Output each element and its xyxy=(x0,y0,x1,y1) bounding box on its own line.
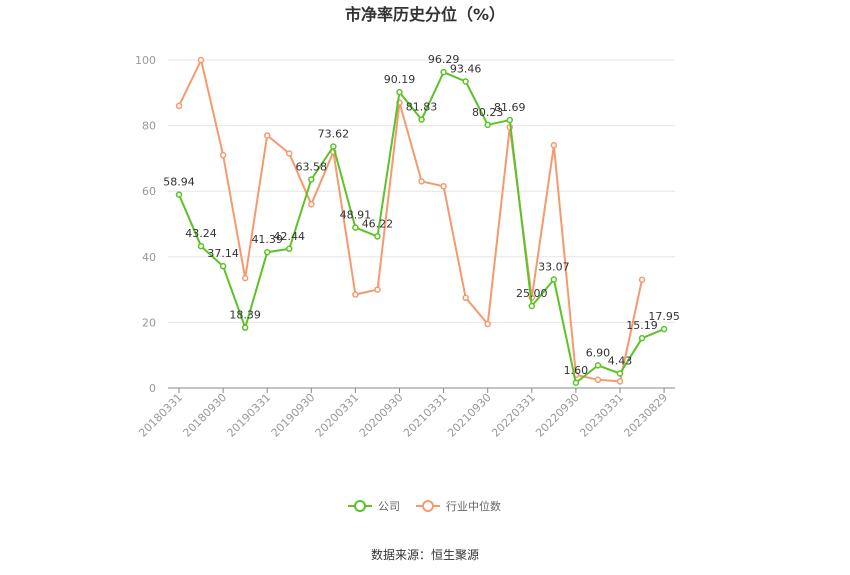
company-point xyxy=(308,176,315,183)
data-label: 6.90 xyxy=(586,346,611,359)
company-point xyxy=(374,233,381,240)
company-point xyxy=(462,78,469,85)
y-tick-label: 0 xyxy=(149,382,156,395)
company-point xyxy=(330,143,337,150)
industry-point xyxy=(241,274,249,282)
data-label: 81.83 xyxy=(406,101,438,114)
grid xyxy=(168,59,675,323)
industry-point xyxy=(594,376,602,384)
industry-point xyxy=(484,320,491,328)
data-label: 1.60 xyxy=(564,364,589,377)
industry-point xyxy=(440,183,447,190)
company-point xyxy=(440,68,447,76)
data-label: 41.39 xyxy=(251,233,283,246)
x-tick-label: 20180930 xyxy=(180,391,229,440)
data-label: 25.00 xyxy=(516,287,548,300)
x-tick-label: 20190331 xyxy=(225,391,274,440)
data-label: 63.58 xyxy=(296,160,328,173)
data-label: 18.39 xyxy=(229,309,261,322)
legend-label: 公司 xyxy=(378,500,400,513)
x-tick-label: 20180331 xyxy=(136,391,185,440)
industry-point xyxy=(219,151,227,159)
data-label: 42.44 xyxy=(274,230,306,243)
data-label: 90.19 xyxy=(384,73,416,86)
company-point xyxy=(286,245,293,253)
x-tick-label: 20220930 xyxy=(533,391,582,440)
chart-title: 市净率历史分位（%） xyxy=(345,5,505,24)
industry-line xyxy=(178,59,643,383)
company-point xyxy=(660,325,668,333)
source-note: 数据来源：恒生聚源 xyxy=(371,547,479,562)
x-tick-label: 20200930 xyxy=(357,391,406,440)
legend-label: 行业中位数 xyxy=(446,499,501,513)
company-point xyxy=(594,362,602,369)
data-label: 4.43 xyxy=(608,354,633,367)
industry-point xyxy=(175,102,183,110)
industry-point xyxy=(616,378,624,385)
x-tick-label: 20220331 xyxy=(489,391,538,440)
x-tick-label: 20210331 xyxy=(401,391,450,440)
data-label: 17.95 xyxy=(648,310,680,323)
data-label: 96.29 xyxy=(428,53,460,66)
company-point xyxy=(241,324,249,331)
data-label: 73.62 xyxy=(318,128,350,141)
company-point xyxy=(263,248,271,256)
data-label: 33.07 xyxy=(538,261,570,274)
company-point xyxy=(638,334,646,342)
data-label: 58.94 xyxy=(163,176,195,189)
industry-point xyxy=(462,294,469,302)
y-tick-label: 20 xyxy=(142,316,156,329)
y-tick-label: 60 xyxy=(142,185,156,198)
industry-point xyxy=(418,178,425,185)
legend-item-industry[interactable]: 行业中位数 xyxy=(416,499,501,513)
industry-point xyxy=(550,142,558,149)
industry-point xyxy=(638,276,646,284)
y-tick-label: 80 xyxy=(142,120,156,133)
legend-item-company[interactable]: 公司 xyxy=(348,500,400,513)
industry-point xyxy=(263,132,271,139)
x-tick-label: 20210930 xyxy=(445,391,494,440)
legend-marker xyxy=(354,500,366,512)
company-point xyxy=(484,121,491,129)
company-point xyxy=(352,224,359,231)
industry-point xyxy=(308,201,315,208)
y-axis: 0 20 40 60 80 100 xyxy=(135,54,156,395)
data-label: 80.23 xyxy=(472,106,504,119)
series-industry xyxy=(175,56,646,385)
data-label: 46.22 xyxy=(362,217,394,230)
data-label: 48.91 xyxy=(340,209,372,222)
company-point xyxy=(418,116,425,123)
data-label: 43.24 xyxy=(185,227,217,240)
legend[interactable]: 公司 行业中位数 xyxy=(348,499,501,513)
company-point xyxy=(550,276,558,283)
company-point xyxy=(572,379,580,387)
x-tick-label: 20200331 xyxy=(313,391,362,440)
data-label: 81.69 xyxy=(494,101,526,114)
data-label: 37.14 xyxy=(207,247,239,260)
company-point xyxy=(175,191,183,198)
company-point xyxy=(396,88,403,96)
data-label: 15.19 xyxy=(626,319,658,332)
company-point xyxy=(197,242,205,250)
y-tick-label: 100 xyxy=(135,54,156,67)
industry-point xyxy=(286,150,293,157)
company-point xyxy=(528,302,536,310)
company-point xyxy=(506,116,513,124)
industry-point xyxy=(374,286,381,293)
x-tick-label: 20230829 xyxy=(621,391,670,440)
legend-marker xyxy=(422,500,434,512)
data-label: 93.46 xyxy=(450,62,482,75)
x-tick-label: 20190930 xyxy=(269,391,318,440)
x-tick-label: 20230331 xyxy=(577,391,626,440)
industry-point xyxy=(197,56,205,64)
y-tick-label: 40 xyxy=(142,251,156,264)
company-point xyxy=(616,370,624,377)
series-company xyxy=(175,68,668,387)
company-point xyxy=(219,262,227,270)
industry-point xyxy=(352,291,359,298)
x-axis: 2018033120180930201903312019093020200331… xyxy=(136,387,675,440)
